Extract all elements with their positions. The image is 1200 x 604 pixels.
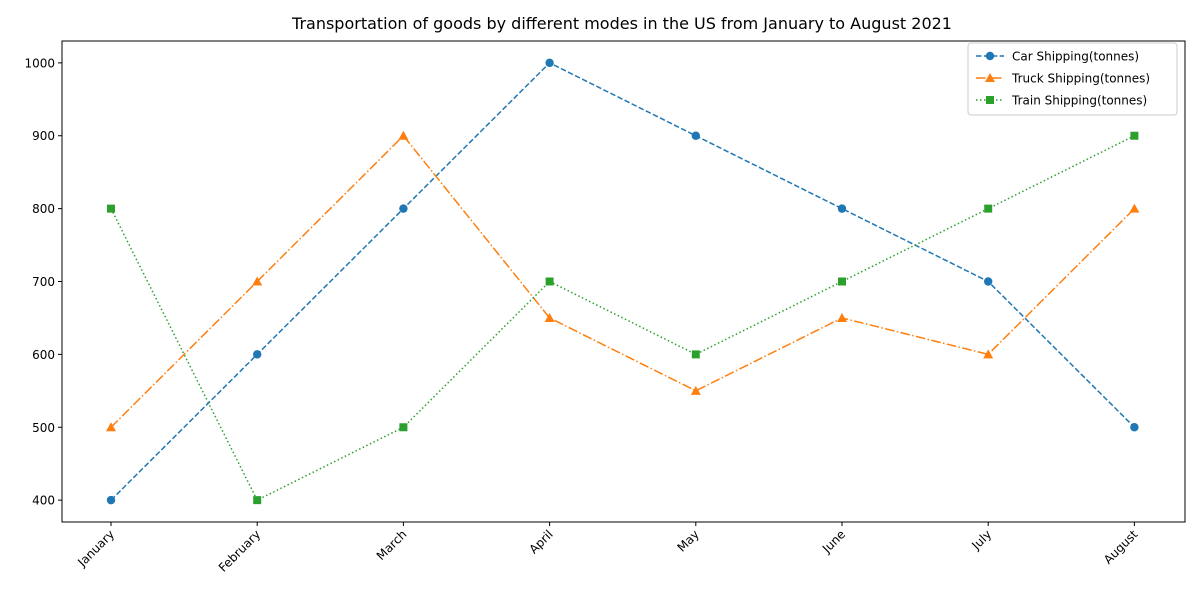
- data-point: [1130, 131, 1139, 140]
- y-tick-label: 900: [32, 129, 55, 143]
- data-point: [253, 350, 262, 359]
- legend-label: Truck Shipping(tonnes): [1011, 72, 1150, 86]
- x-tick-label: July: [968, 527, 994, 553]
- y-tick-label: 800: [32, 202, 55, 216]
- data-point: [106, 422, 116, 432]
- y-tick-label: 700: [32, 275, 55, 289]
- data-point: [837, 312, 847, 322]
- legend-item-0: Car Shipping(tonnes): [976, 50, 1139, 64]
- data-point: [545, 58, 554, 68]
- legend-item-2: Train Shipping(tonnes): [976, 94, 1147, 108]
- data-point: [399, 204, 408, 213]
- data-point: [984, 204, 993, 213]
- data-point: [1130, 423, 1139, 432]
- x-tick-label: April: [526, 527, 555, 556]
- series-line: [110, 135, 1135, 502]
- data-point: [106, 495, 116, 505]
- data-point: [545, 277, 554, 286]
- legend-label: Car Shipping(tonnes): [1012, 50, 1139, 64]
- y-tick-label: 1000: [24, 56, 55, 70]
- data-point: [1129, 203, 1140, 213]
- legend-marker: [985, 73, 995, 82]
- axes: 400 500 600 700 800 900 1000 January February Mar…: [24, 40, 1186, 575]
- series-group: [106, 58, 1140, 505]
- series-line: [110, 134, 1135, 428]
- legend-label: Train Shipping(tonnes): [1011, 94, 1147, 108]
- x-tick-label: January: [74, 527, 117, 570]
- data-point: [398, 130, 409, 140]
- series-0: [106, 58, 1139, 505]
- data-point: [399, 423, 408, 432]
- x-tick-label: May: [674, 527, 701, 554]
- y-tick-label: 400: [32, 494, 55, 508]
- legend: Car Shipping(tonnes) Truck Shipping(tonne…: [967, 42, 1178, 116]
- legend-marker: [985, 51, 995, 61]
- x-tick-label: August: [1101, 527, 1141, 567]
- data-point: [984, 277, 993, 286]
- data-point: [838, 277, 846, 286]
- series-line: [110, 61, 1135, 501]
- x-tick-label: February: [216, 527, 264, 575]
- data-point: [691, 350, 700, 359]
- x-tick-label: June: [819, 527, 848, 556]
- data-point: [252, 276, 263, 286]
- data-point: [544, 312, 555, 322]
- data-point: [690, 385, 701, 395]
- y-tick-label: 600: [32, 348, 55, 362]
- data-point: [107, 204, 115, 213]
- legend-item-1: Truck Shipping(tonnes): [976, 72, 1150, 86]
- data-point: [837, 204, 847, 213]
- series-1: [106, 130, 1140, 432]
- y-tick-label: 500: [32, 421, 55, 435]
- data-point: [691, 131, 700, 140]
- chart-title: Transportation of goods by different mod…: [291, 14, 952, 33]
- legend-box: [967, 42, 1178, 116]
- series-2: [107, 131, 1139, 505]
- legend-marker: [986, 96, 994, 104]
- data-point: [983, 349, 994, 359]
- x-tick-label: March: [374, 527, 410, 563]
- data-point: [253, 496, 262, 505]
